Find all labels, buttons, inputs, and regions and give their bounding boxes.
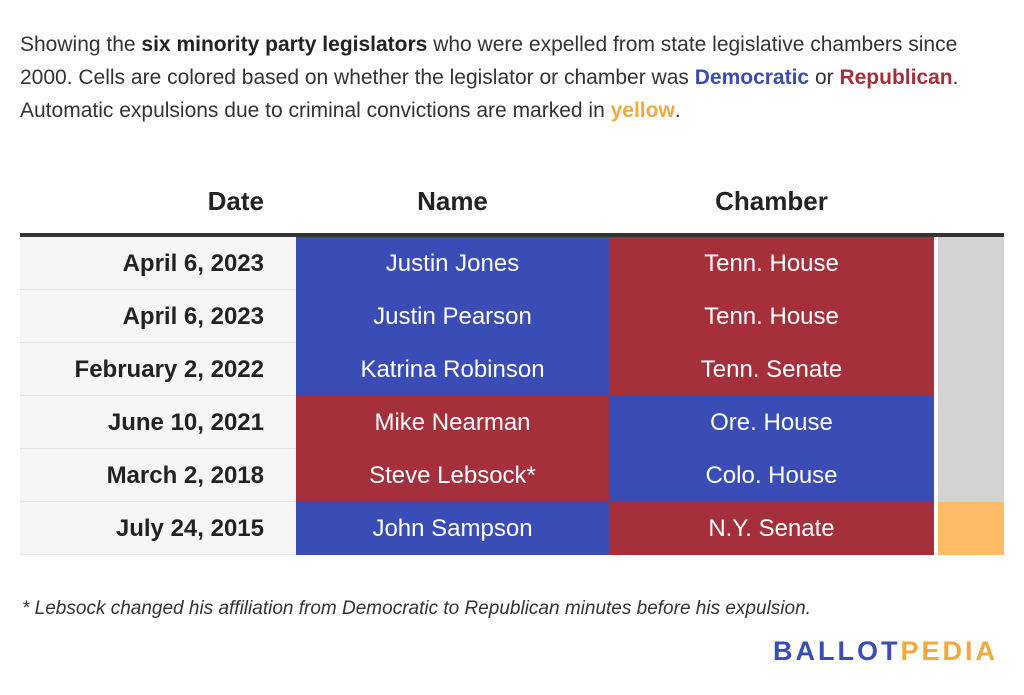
- automatic-expulsion-marker: [938, 290, 1004, 343]
- table-row: February 2, 2022 Katrina Robinson Tenn. Se…: [20, 343, 1004, 396]
- name-cell: Justin Jones: [296, 237, 609, 290]
- column-header-name: Name: [417, 186, 488, 216]
- table-row: July 24, 2015 John Sampson N.Y. Senate: [20, 502, 1004, 555]
- name-cell: Justin Pearson: [296, 290, 609, 343]
- chamber-cell: Tenn. House: [609, 237, 934, 290]
- name-cell: John Sampson: [296, 502, 609, 555]
- name-cell: Mike Nearman: [296, 396, 609, 449]
- yellow-label: yellow: [610, 99, 675, 122]
- date-cell: April 6, 2023: [20, 290, 296, 343]
- date-cell: March 2, 2018: [20, 449, 296, 502]
- name-cell: Steve Lebsock*: [296, 449, 609, 502]
- automatic-expulsion-marker: [938, 237, 1004, 290]
- automatic-expulsion-marker: [938, 396, 1004, 449]
- expulsions-table: Date Name Chamber April 6, 2023 Justin Jo…: [20, 178, 1004, 555]
- column-header-chamber: Chamber: [715, 186, 828, 216]
- footnote: * Lebsock changed his affiliation from D…: [22, 598, 811, 619]
- automatic-expulsion-marker: [938, 502, 1004, 555]
- chamber-cell: Colo. House: [609, 449, 934, 502]
- table-row: March 2, 2018 Steve Lebsock* Colo. House: [20, 449, 1004, 502]
- chamber-cell: Tenn. Senate: [609, 343, 934, 396]
- democratic-label: Democratic: [694, 66, 810, 89]
- automatic-expulsion-marker: [938, 343, 1004, 396]
- table-row: April 6, 2023 Justin Jones Tenn. House: [20, 237, 1004, 290]
- table-row: April 6, 2023 Justin Pearson Tenn. House: [20, 290, 1004, 343]
- ballotpedia-logo: BALLOTPEDIA: [772, 636, 998, 666]
- date-cell: February 2, 2022: [20, 343, 296, 396]
- intro-text: Showing the six minority party legislato…: [20, 33, 959, 122]
- date-cell: April 6, 2023: [20, 237, 296, 290]
- table-header: Date Name Chamber: [20, 178, 1004, 237]
- name-cell: Katrina Robinson: [296, 343, 609, 396]
- table-body: April 6, 2023 Justin Jones Tenn. House Apri…: [20, 237, 1004, 555]
- date-cell: July 24, 2015: [20, 502, 296, 555]
- chamber-cell: N.Y. Senate: [609, 502, 934, 555]
- chamber-cell: Tenn. House: [609, 290, 934, 343]
- date-cell: June 10, 2021: [20, 396, 296, 449]
- table-row: June 10, 2021 Mike Nearman Ore. House: [20, 396, 1004, 449]
- column-header-date: Date: [207, 186, 264, 216]
- republican-label: Republican: [839, 66, 953, 89]
- chamber-cell: Ore. House: [609, 396, 934, 449]
- automatic-expulsion-marker: [938, 449, 1004, 502]
- intro-highlight: six minority party legislators: [141, 33, 428, 56]
